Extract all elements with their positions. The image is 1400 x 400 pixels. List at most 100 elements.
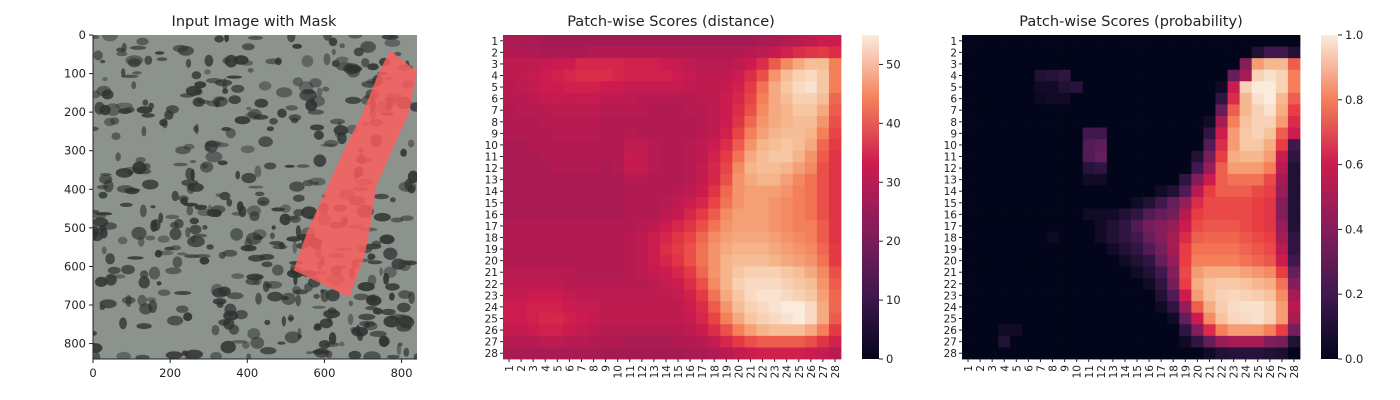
heatmap-cell <box>611 312 625 325</box>
heatmap-cell <box>792 116 806 128</box>
speckle <box>293 209 305 217</box>
colorbar-tick-label: 40 <box>886 116 901 130</box>
heatmap-cell <box>1046 162 1059 175</box>
heatmap-cell <box>756 92 769 105</box>
heatmap-cell <box>998 116 1011 128</box>
speckle <box>226 198 233 207</box>
heatmap-cell <box>1287 81 1301 94</box>
heatmap-cell <box>708 69 721 82</box>
heatmap-cell <box>1191 69 1204 82</box>
heatmap-cell <box>551 116 564 128</box>
heatmap-cell <box>684 278 697 290</box>
speckle <box>127 256 144 260</box>
heatmap-cell <box>1167 301 1180 314</box>
heatmap-cell <box>998 173 1011 186</box>
heatmap-cell <box>527 289 540 302</box>
heatmap-cell <box>1058 46 1072 59</box>
heatmap-cell <box>1094 220 1108 233</box>
heatmap-cell <box>587 231 600 244</box>
heatmap-cell <box>780 254 794 267</box>
heatmap-cell <box>1191 312 1204 325</box>
heatmap-cell <box>1046 231 1059 244</box>
heatmap-cell <box>792 220 806 233</box>
heatmap-cell <box>720 347 733 360</box>
heatmap-cell <box>1203 335 1216 348</box>
heatmap-cell <box>659 35 673 47</box>
heatmap-cell <box>1263 127 1277 140</box>
speckle <box>396 343 402 356</box>
speckle <box>142 99 149 106</box>
speckle <box>102 77 108 82</box>
heatmap-cell <box>1179 208 1192 221</box>
heatmap-cell <box>635 69 649 82</box>
speckle <box>224 35 229 43</box>
heatmap-cell <box>539 208 552 221</box>
speckle <box>154 51 165 55</box>
heatmap-cell <box>1287 139 1301 152</box>
x-tick-label: 16 <box>1144 365 1156 379</box>
heatmap-cell <box>804 116 818 128</box>
speckle <box>115 152 121 162</box>
heatmap-cell <box>1131 58 1144 71</box>
heatmap-cell <box>1046 116 1059 128</box>
heatmap-cell <box>986 104 999 117</box>
heatmap-cell <box>1022 220 1035 233</box>
heatmap-cell <box>1082 197 1096 209</box>
speckle <box>369 330 387 337</box>
heatmap-cell <box>708 197 721 209</box>
speckle <box>212 298 227 305</box>
heatmap-cell <box>1070 104 1084 117</box>
heatmap-cell <box>998 243 1011 256</box>
heatmap-cell <box>684 231 697 244</box>
heatmap-cell <box>720 150 733 163</box>
heatmap-cell <box>1046 289 1059 302</box>
speckle <box>309 78 322 88</box>
heatmap-cell <box>503 266 516 279</box>
heatmap-cell <box>1227 46 1241 59</box>
heatmap-cell <box>1118 347 1132 360</box>
heatmap-cell <box>768 301 782 314</box>
speckle <box>258 200 267 205</box>
heatmap-cell <box>732 278 745 290</box>
heatmap-cell <box>659 335 673 348</box>
heatmap-cell <box>696 150 709 163</box>
heatmap-cell <box>756 46 769 59</box>
speckle <box>254 98 269 108</box>
heatmap-cell <box>708 231 721 244</box>
y-tick-label: 3 <box>491 59 498 71</box>
heatmap-cell <box>986 150 999 163</box>
heatmap-cell <box>1106 58 1120 71</box>
heatmap-cell <box>768 254 782 267</box>
heatmap-cell <box>828 150 842 163</box>
heatmap-cell <box>1275 104 1289 117</box>
speckle <box>246 353 252 359</box>
heatmap-cell <box>1118 81 1132 94</box>
heatmap-cell <box>816 347 830 360</box>
speckle <box>204 69 211 75</box>
y-tick-label: 1 <box>491 36 498 48</box>
x-tick-label: 22 <box>758 365 770 378</box>
heatmap-cell <box>1251 231 1265 244</box>
heatmap-cell <box>1058 347 1072 360</box>
heatmap-cell <box>1106 220 1120 233</box>
heatmap-cell <box>1046 335 1059 348</box>
heatmap-cell <box>1191 104 1204 117</box>
heatmap-cell <box>515 104 528 117</box>
heatmap-cell <box>974 46 987 59</box>
heatmap-cell <box>1094 35 1108 47</box>
heatmap-cell <box>647 139 661 152</box>
heatmap-cell <box>1010 185 1023 198</box>
heatmap-cell <box>828 92 842 105</box>
heatmap-cell <box>1070 185 1084 198</box>
heatmap-cell <box>986 208 999 221</box>
heatmap-cell <box>792 185 806 198</box>
heatmap-cell <box>539 243 552 256</box>
speckle <box>267 291 284 302</box>
heatmap-cell <box>539 278 552 290</box>
speckle <box>236 201 244 213</box>
heatmap-cell <box>1106 335 1120 348</box>
heatmap-cell <box>732 243 745 256</box>
heatmap-cell <box>986 243 999 256</box>
heatmap-cell <box>962 139 975 152</box>
heatmap-cell <box>1215 289 1228 302</box>
